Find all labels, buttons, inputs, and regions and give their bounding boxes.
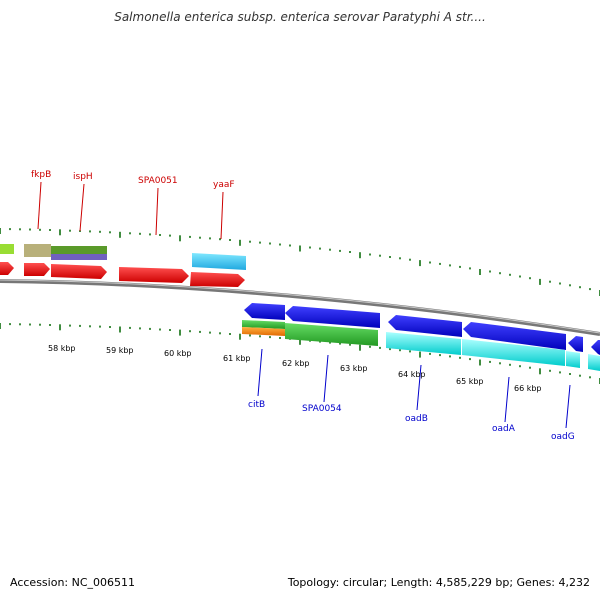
- cog-bar: [242, 327, 285, 336]
- reverse-gene-arrow[interactable]: [568, 336, 583, 352]
- gene-label-oadA[interactable]: oadA: [492, 424, 516, 434]
- gene-label-yaaF[interactable]: yaaF: [213, 180, 235, 190]
- cog-track-reverse: [242, 320, 600, 371]
- forward-gene-arrow[interactable]: [0, 262, 14, 275]
- scale-label: 59 kbp: [106, 346, 134, 355]
- forward-gene-labels: fkpB ispH SPA0051 yaaF: [31, 170, 235, 190]
- cog-bar: [386, 332, 461, 355]
- genome-stats-label: Topology: circular; Length: 4,585,229 bp…: [287, 576, 590, 589]
- reverse-gene-arrow[interactable]: [244, 303, 285, 320]
- scale-label: 65 kbp: [456, 377, 484, 386]
- scale-labels: 58 kbp 59 kbp 60 kbp 61 kbp 62 kbp 63 kb…: [48, 344, 542, 393]
- gene-label-SPA0051[interactable]: SPA0051: [138, 176, 178, 186]
- cog-bar: [51, 246, 107, 254]
- reverse-gene-arrow[interactable]: [463, 322, 566, 350]
- cog-bar: [566, 351, 580, 368]
- forward-gene-arrow[interactable]: [24, 263, 50, 276]
- backbone-ring: [0, 279, 600, 336]
- scale-label: 61 kbp: [223, 354, 251, 363]
- cog-bar: [285, 323, 378, 346]
- reverse-gene-track: [244, 303, 600, 355]
- reverse-gene-arrow[interactable]: [285, 306, 380, 328]
- cog-track-forward: [0, 244, 107, 260]
- cog-bar: [462, 339, 565, 366]
- forward-gene-arrow[interactable]: [51, 264, 107, 279]
- gene-label-fkpB[interactable]: fkpB: [31, 170, 51, 180]
- cog-bar: [51, 254, 107, 260]
- cog-bar: [0, 244, 14, 254]
- cog-bar-yaaF: [192, 253, 246, 270]
- outer-tick-track: [0, 228, 600, 296]
- gene-label-ispH[interactable]: ispH: [73, 172, 93, 182]
- gene-label-oadG[interactable]: oadG: [551, 432, 575, 442]
- scale-label: 58 kbp: [48, 344, 76, 353]
- reverse-gene-arrow[interactable]: [591, 340, 600, 355]
- cog-bar: [24, 244, 51, 257]
- forward-gene-arrow[interactable]: [119, 267, 189, 283]
- scale-label: 63 kbp: [340, 364, 368, 373]
- scale-label: 66 kbp: [514, 384, 542, 393]
- forward-label-lines: [37, 181, 224, 240]
- scale-label: 64 kbp: [398, 370, 426, 379]
- reverse-gene-arrow[interactable]: [388, 315, 462, 337]
- gene-label-citB[interactable]: citB: [248, 400, 265, 410]
- accession-label: Accession: NC_006511: [10, 576, 136, 589]
- forward-gene-arrow[interactable]: [190, 272, 245, 287]
- scale-label: 62 kbp: [282, 359, 310, 368]
- cog-bar: [588, 354, 600, 371]
- forward-gene-track: [0, 253, 246, 287]
- gene-label-oadB[interactable]: oadB: [405, 414, 428, 424]
- gene-label-SPA0054[interactable]: SPA0054: [302, 404, 342, 414]
- reverse-gene-labels: citB SPA0054 oadB oadA oadG: [248, 400, 575, 442]
- reverse-label-lines: [257, 348, 571, 429]
- map-title: Salmonella enterica subsp. enterica sero…: [114, 10, 486, 24]
- scale-label: 60 kbp: [164, 349, 192, 358]
- cog-bar: [242, 320, 285, 329]
